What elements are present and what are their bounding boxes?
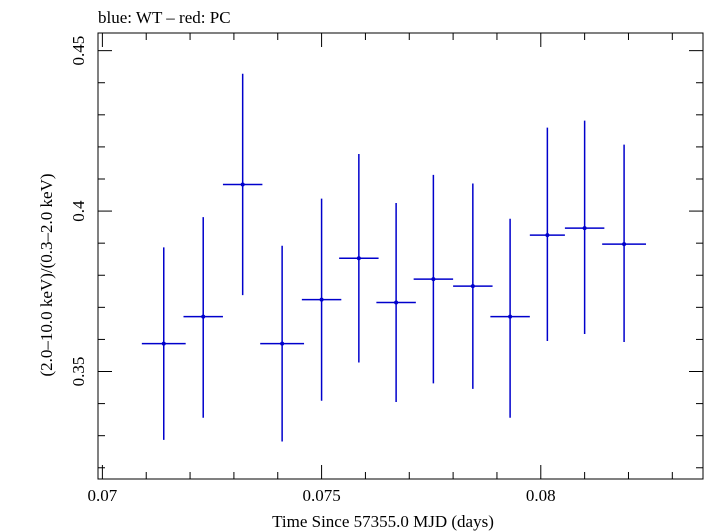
y-tick-label: 0.35	[69, 357, 88, 387]
y-axis-label: (2.0–10.0 keV)/(0.3–2.0 keV)	[37, 173, 56, 376]
plot-frame	[97, 32, 704, 480]
x-axis-label: Time Since 57355.0 MJD (days)	[272, 512, 494, 531]
data-point	[394, 300, 399, 305]
data-point	[431, 277, 436, 282]
data-point	[545, 233, 550, 238]
data-marks	[141, 73, 647, 442]
x-tick-label: 0.08	[526, 486, 556, 505]
data-point	[582, 226, 587, 231]
axis-ticks	[98, 33, 703, 479]
data-point	[240, 182, 245, 187]
data-point	[470, 284, 475, 289]
data-point	[356, 256, 361, 261]
data-point	[622, 242, 627, 247]
y-tick-label: 0.45	[69, 36, 88, 66]
chart-title: blue: WT – red: PC	[98, 8, 231, 27]
data-point	[201, 314, 206, 319]
data-point	[161, 341, 166, 346]
data-point	[319, 297, 324, 302]
data-point	[280, 341, 285, 346]
data-point	[508, 314, 513, 319]
x-tick-label: 0.075	[302, 486, 340, 505]
x-tick-label: 0.07	[88, 486, 118, 505]
y-tick-label: 0.4	[69, 200, 88, 222]
axis-tick-labels: 0.07 0.075 0.08 0.35 0.4 0.45	[69, 36, 556, 505]
